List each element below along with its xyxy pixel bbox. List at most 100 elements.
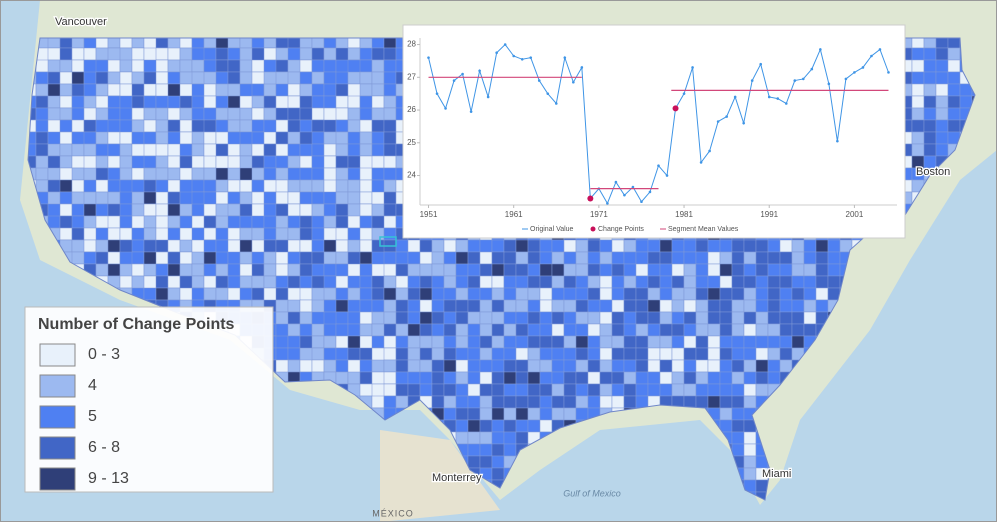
- county: [527, 299, 541, 313]
- county: [455, 239, 469, 253]
- county: [539, 323, 553, 337]
- county: [167, 191, 181, 205]
- country-label: MÉXICO: [372, 508, 414, 518]
- county: [827, 275, 841, 289]
- county: [479, 263, 493, 277]
- county: [35, 179, 49, 193]
- county: [359, 71, 373, 85]
- county: [59, 95, 73, 109]
- county: [803, 287, 817, 301]
- county: [311, 167, 325, 181]
- county: [311, 143, 325, 157]
- county: [551, 347, 565, 361]
- county: [575, 347, 589, 361]
- county: [455, 431, 469, 445]
- county: [395, 347, 409, 361]
- county: [491, 383, 505, 397]
- county: [263, 155, 277, 169]
- county: [179, 239, 193, 253]
- county: [95, 227, 109, 241]
- county: [923, 131, 937, 145]
- county: [599, 371, 613, 385]
- county: [719, 323, 733, 337]
- county: [719, 311, 733, 325]
- county: [335, 179, 349, 193]
- legend-label: Segment Mean Values: [668, 226, 739, 233]
- county: [539, 383, 553, 397]
- county: [275, 83, 289, 97]
- county: [731, 323, 745, 337]
- county: [731, 251, 745, 265]
- county: [347, 95, 361, 109]
- county: [767, 239, 781, 253]
- water-label: Gulf of Mexico: [563, 488, 621, 498]
- county: [515, 287, 529, 301]
- county: [539, 239, 553, 253]
- point: [776, 97, 780, 100]
- county: [791, 275, 805, 289]
- county: [587, 299, 601, 313]
- county: [155, 59, 169, 73]
- county: [455, 275, 469, 289]
- county: [155, 251, 169, 265]
- county: [587, 395, 601, 409]
- county: [731, 407, 745, 421]
- county: [767, 275, 781, 289]
- county: [203, 287, 217, 301]
- county: [671, 347, 685, 361]
- county: [419, 251, 433, 265]
- county: [443, 239, 457, 253]
- county: [95, 191, 109, 205]
- county: [371, 287, 385, 301]
- county: [215, 59, 229, 73]
- county: [623, 311, 637, 325]
- county: [407, 239, 421, 253]
- county: [947, 107, 961, 121]
- county: [311, 119, 325, 133]
- county: [515, 407, 529, 421]
- county: [563, 335, 577, 349]
- county: [323, 323, 337, 337]
- legend-swatch: [39, 343, 76, 367]
- county: [779, 275, 793, 289]
- county: [215, 71, 229, 85]
- county: [575, 275, 589, 289]
- county: [395, 287, 409, 301]
- county: [335, 83, 349, 97]
- point: [836, 139, 839, 143]
- county: [467, 335, 481, 349]
- county: [803, 239, 817, 253]
- county: [359, 371, 373, 385]
- county: [515, 251, 529, 265]
- legend-label: 9 - 13: [88, 470, 129, 487]
- county: [575, 407, 589, 421]
- county: [635, 359, 649, 373]
- county: [251, 215, 265, 229]
- county: [563, 347, 577, 361]
- county: [911, 83, 925, 97]
- county: [359, 251, 373, 265]
- county: [803, 311, 817, 325]
- point: [614, 180, 618, 184]
- county: [779, 251, 793, 265]
- county: [443, 335, 457, 349]
- county: [311, 215, 325, 229]
- county: [575, 299, 589, 313]
- county: [443, 395, 457, 409]
- county: [683, 287, 697, 301]
- county: [143, 131, 157, 145]
- county: [191, 179, 205, 193]
- county: [803, 263, 817, 277]
- county: [515, 335, 529, 349]
- county: [119, 59, 133, 73]
- county: [83, 239, 97, 253]
- county: [575, 287, 589, 301]
- county: [803, 275, 817, 289]
- county: [311, 71, 325, 85]
- county: [647, 239, 661, 253]
- county: [599, 251, 613, 265]
- county: [47, 95, 61, 109]
- county: [71, 47, 85, 61]
- county: [215, 179, 229, 193]
- county: [95, 155, 109, 169]
